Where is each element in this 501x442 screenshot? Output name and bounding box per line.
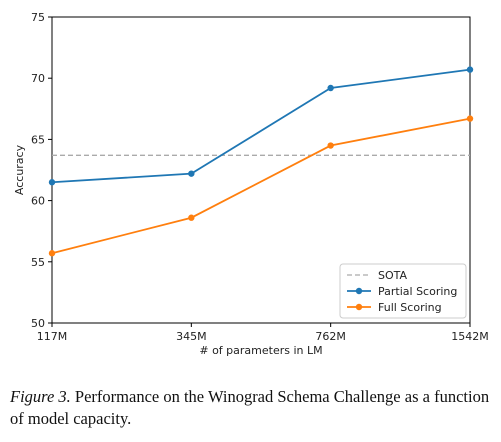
y-tick-label: 70 (31, 72, 45, 85)
x-axis: 117M 345M 762M 1542M (37, 323, 489, 343)
legend: SOTA Partial Scoring Full Scoring (339, 263, 467, 319)
line-chart: 50 55 60 65 70 75 117M 345M 762M 1542M # of para… (13, 11, 489, 357)
y-tick-label: 75 (31, 11, 45, 24)
series-line (51, 117, 471, 255)
data-point (48, 250, 56, 257)
y-tick-label: 50 (31, 317, 45, 330)
legend-marker (355, 287, 363, 295)
y-axis-label: Accuracy (13, 144, 26, 195)
legend-marker (355, 303, 363, 311)
x-axis-label: # of parameters in LM (199, 344, 322, 357)
data-point (188, 170, 195, 177)
x-tick-label: 1542M (451, 330, 489, 343)
series-line (51, 68, 471, 184)
figure-label: Figure 3. (10, 387, 71, 406)
series-full-scoring (48, 115, 474, 257)
data-point (327, 142, 334, 149)
y-tick-label: 55 (31, 256, 45, 269)
legend-entry-label: Full Scoring (378, 301, 442, 314)
y-tick-label: 60 (31, 195, 45, 208)
plot-area (48, 16, 474, 324)
data-point (188, 214, 195, 221)
caption-text: Performance on the Winograd Schema Chall… (10, 387, 490, 428)
y-axis: 50 55 60 65 70 75 (31, 11, 52, 330)
legend-entry-label: Partial Scoring (378, 285, 457, 298)
data-point (466, 66, 474, 73)
legend-box (339, 263, 467, 319)
x-tick-label: 762M (315, 330, 346, 343)
x-tick-label: 117M (37, 330, 68, 343)
y-tick-label: 65 (31, 133, 45, 146)
data-point (466, 115, 474, 122)
x-tick-label: 345M (176, 330, 207, 343)
data-point (48, 179, 56, 186)
figure-caption: Figure 3. Performance on the Winograd Sc… (10, 386, 498, 430)
legend-entry-label: SOTA (378, 269, 408, 282)
series-partial-scoring (48, 66, 474, 186)
data-point (327, 84, 334, 92)
plot-frame (51, 16, 471, 324)
